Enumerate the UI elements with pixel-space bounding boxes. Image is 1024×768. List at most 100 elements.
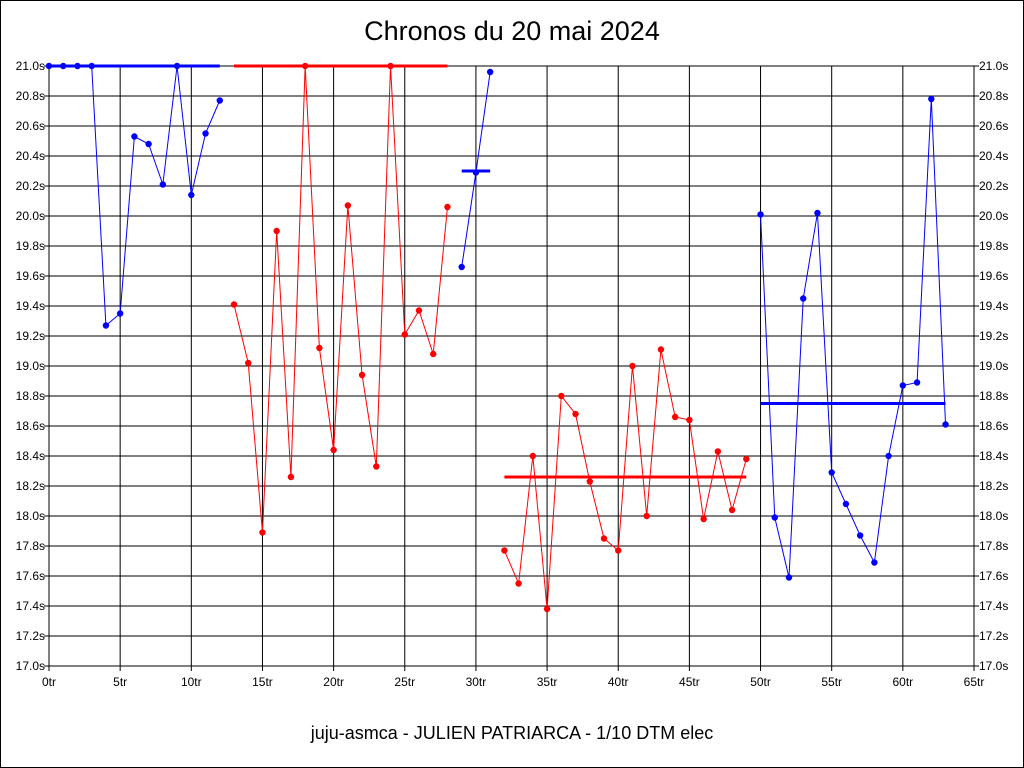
data-point bbox=[615, 547, 622, 554]
data-point bbox=[486, 68, 494, 76]
series-5 bbox=[757, 95, 949, 581]
x-tick-label: 25tr bbox=[394, 675, 415, 689]
x-tick-label: 65tr bbox=[964, 675, 985, 689]
data-point bbox=[657, 346, 665, 353]
y-tick-label-right: 18.4s bbox=[979, 449, 1008, 463]
y-tick-label-right: 19.4s bbox=[979, 299, 1008, 313]
y-tick-label-left: 18.4s bbox=[16, 449, 45, 463]
data-point bbox=[188, 191, 195, 199]
y-tick-label-left: 20.6s bbox=[16, 119, 45, 133]
data-point bbox=[913, 379, 921, 386]
y-tick-label-left: 20.8s bbox=[16, 89, 45, 103]
data-point bbox=[472, 169, 480, 176]
y-tick-label-right: 17.8s bbox=[979, 539, 1008, 553]
y-tick-label-left: 20.0s bbox=[16, 209, 45, 223]
data-point bbox=[671, 413, 679, 421]
data-point bbox=[458, 263, 465, 271]
data-point bbox=[301, 62, 309, 70]
y-tick-label-right: 18.8s bbox=[979, 389, 1008, 403]
y-tick-label-right: 20.6s bbox=[979, 119, 1008, 133]
data-point bbox=[358, 371, 366, 379]
y-tick-label-right: 20.0s bbox=[979, 209, 1008, 223]
y-tick-label-right: 18.2s bbox=[979, 479, 1008, 493]
data-point bbox=[529, 452, 537, 460]
data-point bbox=[942, 421, 949, 428]
data-point bbox=[842, 500, 850, 508]
data-point bbox=[899, 382, 907, 389]
data-point bbox=[444, 203, 451, 211]
y-tick-label-right: 19.0s bbox=[979, 359, 1008, 373]
y-tick-label-left: 18.6s bbox=[16, 419, 45, 433]
data-point bbox=[60, 62, 67, 70]
y-tick-label-right: 17.0s bbox=[979, 659, 1008, 673]
y-tick-label-right: 17.4s bbox=[979, 599, 1008, 613]
data-point bbox=[173, 62, 181, 70]
x-tick-label: 35tr bbox=[537, 675, 558, 689]
series-line bbox=[503, 349, 747, 610]
data-point bbox=[728, 506, 736, 514]
y-tick-label-left: 18.8s bbox=[16, 389, 45, 403]
data-point bbox=[344, 202, 352, 209]
y-tick-label-right: 21.0s bbox=[979, 59, 1008, 73]
x-tick-label: 45tr bbox=[679, 675, 700, 689]
data-point bbox=[871, 559, 878, 566]
data-point bbox=[800, 295, 807, 302]
series-2 bbox=[230, 62, 451, 536]
y-tick-label-left: 20.2s bbox=[16, 179, 45, 193]
y-tick-label-left: 19.0s bbox=[16, 359, 45, 373]
series-1 bbox=[45, 62, 223, 329]
series-3 bbox=[458, 68, 494, 271]
data-point bbox=[501, 547, 508, 554]
y-tick-label-right: 19.8s bbox=[979, 239, 1008, 253]
x-tick-label: 30tr bbox=[466, 675, 487, 689]
y-tick-label-left: 17.8s bbox=[16, 539, 45, 553]
data-point bbox=[643, 512, 650, 520]
data-point bbox=[558, 392, 565, 400]
data-point bbox=[102, 322, 110, 329]
data-point bbox=[814, 209, 821, 217]
data-point bbox=[515, 580, 522, 587]
series-line bbox=[233, 65, 448, 533]
y-tick-label-left: 17.4s bbox=[16, 599, 45, 613]
chart-subtitle: juju-asmca - JULIEN PATRIARCA - 1/10 DTM… bbox=[310, 723, 714, 743]
data-point bbox=[415, 307, 423, 314]
y-tick-label-left: 17.6s bbox=[16, 569, 45, 583]
data-point bbox=[928, 95, 935, 103]
data-point bbox=[131, 133, 138, 140]
data-point bbox=[771, 514, 778, 521]
y-tick-label-left: 17.0s bbox=[16, 659, 45, 673]
y-tick-label-right: 19.6s bbox=[979, 269, 1008, 283]
x-tick-label: 60tr bbox=[893, 675, 914, 689]
y-tick-label-left: 19.6s bbox=[16, 269, 45, 283]
data-point bbox=[828, 469, 835, 476]
data-point bbox=[287, 473, 295, 481]
data-point bbox=[330, 446, 337, 454]
y-tick-label-right: 17.6s bbox=[979, 569, 1008, 583]
y-tick-label-left: 19.8s bbox=[16, 239, 45, 253]
data-point bbox=[74, 62, 81, 70]
data-point bbox=[600, 535, 608, 542]
y-tick-label-right: 20.2s bbox=[979, 179, 1008, 193]
data-point bbox=[430, 350, 437, 358]
data-point bbox=[629, 362, 636, 370]
y-tick-label-left: 18.0s bbox=[16, 509, 45, 523]
data-point bbox=[387, 62, 394, 70]
y-tick-label-left: 21.0s bbox=[16, 59, 45, 73]
data-point bbox=[856, 532, 864, 539]
data-point bbox=[373, 463, 380, 470]
y-tick-label-left: 19.4s bbox=[16, 299, 45, 313]
data-point bbox=[586, 478, 593, 485]
y-tick-label-left: 19.2s bbox=[16, 329, 45, 343]
x-tick-label: 0tr bbox=[42, 675, 56, 689]
y-tick-label-right: 18.0s bbox=[979, 509, 1008, 523]
y-tick-label-right: 20.4s bbox=[979, 149, 1008, 163]
y-tick-label-right: 18.6s bbox=[979, 419, 1008, 433]
x-tick-label: 40tr bbox=[608, 675, 629, 689]
y-tick-label-left: 17.2s bbox=[16, 629, 45, 643]
x-tick-label: 50tr bbox=[750, 675, 771, 689]
data-point bbox=[202, 130, 209, 137]
x-tick-label: 15tr bbox=[252, 675, 273, 689]
data-point bbox=[159, 181, 167, 188]
data-point bbox=[572, 410, 579, 418]
data-point bbox=[45, 62, 53, 70]
